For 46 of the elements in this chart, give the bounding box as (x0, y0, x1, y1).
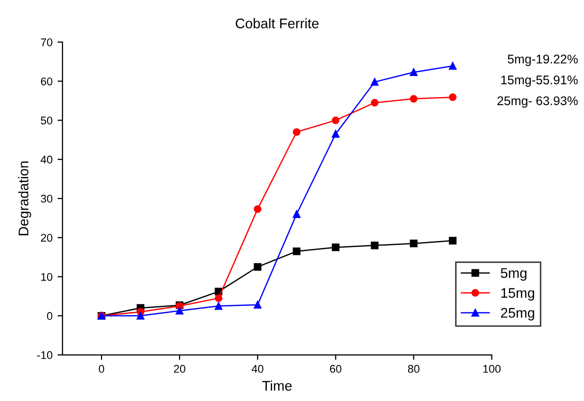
point (410, 240, 418, 248)
point (448, 93, 457, 102)
point (254, 263, 262, 271)
text: 25mg- 63.93% (497, 96, 578, 108)
y-tick-label: 40 (40, 156, 52, 164)
y-tick-label: 20 (40, 234, 52, 242)
point (254, 301, 262, 309)
chart-title: Cobalt Ferrite (236, 18, 319, 28)
point (448, 62, 457, 70)
y-tick-label: 50 (40, 116, 52, 124)
point (370, 242, 378, 250)
point (410, 68, 418, 76)
x-tick-label: 60 (330, 364, 342, 373)
x-tick-label: 100 (483, 364, 501, 373)
point (332, 244, 340, 252)
legend-label: 25mg (500, 308, 534, 320)
y-tick-label: 60 (40, 77, 52, 86)
text: 5mg-19.22% (508, 54, 578, 66)
point (214, 294, 222, 302)
point (136, 312, 144, 320)
y-tick-label: -10 (37, 351, 52, 360)
point (292, 210, 300, 218)
point (254, 205, 262, 213)
legend-label: 15mg (501, 288, 534, 301)
y-tick-label: 10 (41, 272, 52, 281)
point (370, 78, 378, 86)
point (370, 98, 378, 107)
y-tick-label: 70 (40, 38, 52, 46)
legend-label: 5mg (500, 268, 526, 281)
point (292, 128, 300, 136)
y-tick-label: 30 (40, 194, 52, 203)
x-axis-title: Time (262, 380, 292, 391)
x-tick-label: 20 (174, 364, 186, 373)
y-axis-title: Degradation (18, 162, 32, 236)
point (214, 302, 222, 310)
point (448, 236, 457, 245)
x-tick-label: 40 (252, 364, 264, 373)
point (332, 130, 340, 138)
text: 15mg-55.91% (501, 76, 578, 87)
point (332, 116, 340, 124)
point (292, 247, 300, 256)
x-tick-label: 0 (98, 364, 104, 373)
point (176, 306, 184, 315)
point (410, 94, 418, 103)
x-tick-label: 80 (408, 364, 420, 373)
y-tick-label: 0 (47, 312, 52, 320)
